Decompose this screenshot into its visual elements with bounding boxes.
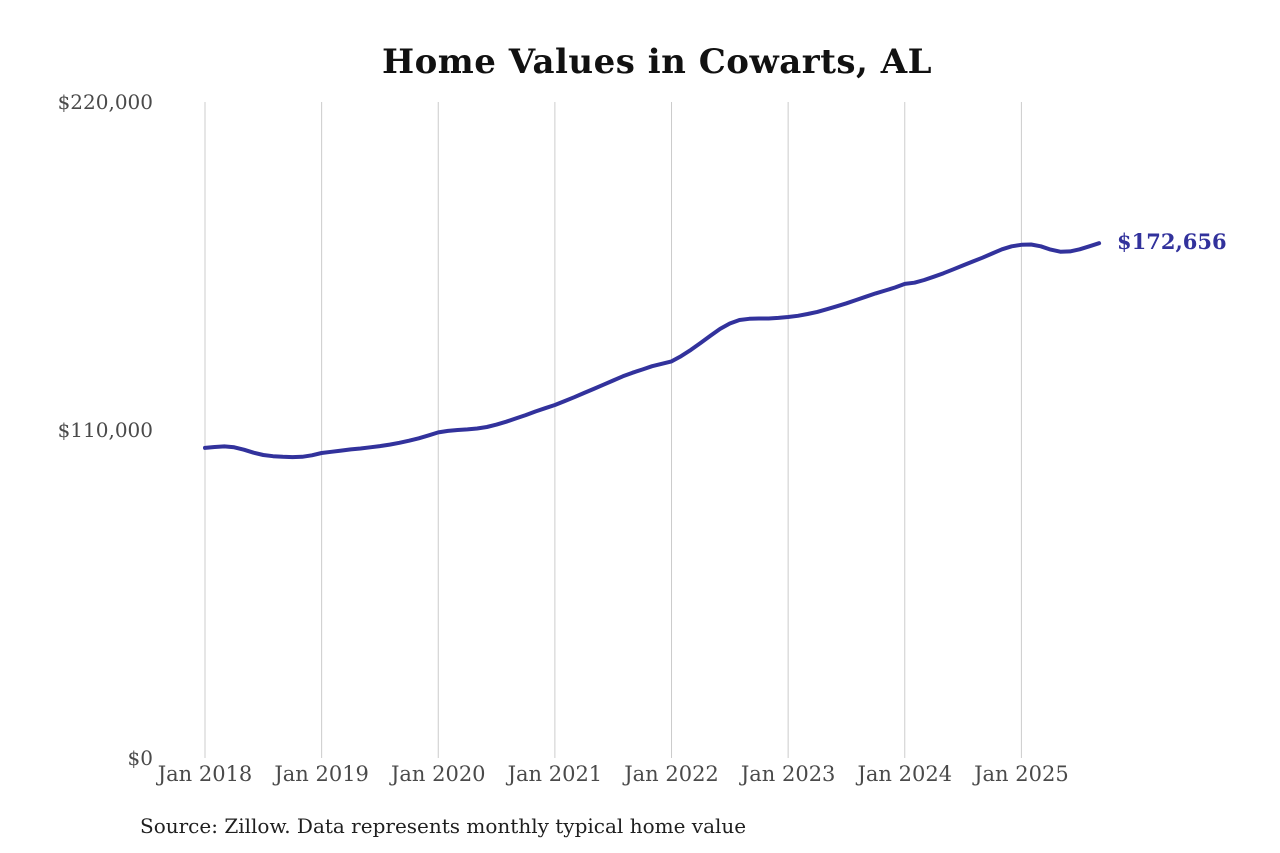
x-axis-tick-label: Jan 2024 bbox=[855, 762, 952, 786]
x-axis-tick-label: Jan 2019 bbox=[272, 762, 369, 786]
y-axis-tick-label: $220,000 bbox=[58, 90, 153, 114]
x-axis-tick-label: Jan 2020 bbox=[389, 762, 486, 786]
y-axis-tick-label: $0 bbox=[128, 746, 153, 770]
x-axis-tick-label: Jan 2025 bbox=[972, 762, 1069, 786]
latest-value-label: $172,656 bbox=[1117, 229, 1227, 254]
source-note: Source: Zillow. Data represents monthly … bbox=[140, 814, 747, 838]
x-axis-tick-label: Jan 2018 bbox=[156, 762, 253, 786]
home-value-line-series bbox=[203, 241, 1102, 460]
x-axis-tick-label: Jan 2021 bbox=[506, 762, 603, 786]
y-axis-tick-label: $110,000 bbox=[58, 418, 153, 442]
chart-title: Home Values in Cowarts, AL bbox=[381, 42, 932, 82]
x-axis-tick-label: Jan 2022 bbox=[622, 762, 719, 786]
x-axis-tick-label: Jan 2023 bbox=[739, 762, 836, 786]
